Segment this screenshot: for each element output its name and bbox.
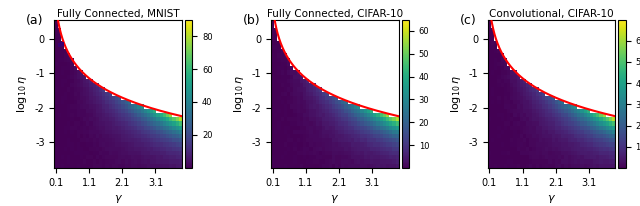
- Point: [55, 44, 65, 47]
- Point: [57, 42, 67, 45]
- Text: (b): (b): [243, 14, 260, 27]
- Title: Fully Connected, CIFAR-10: Fully Connected, CIFAR-10: [267, 9, 403, 19]
- X-axis label: $\gamma$: $\gamma$: [114, 193, 123, 205]
- Text: (c): (c): [460, 14, 477, 27]
- X-axis label: $\gamma$: $\gamma$: [330, 193, 339, 205]
- Title: Fully Connected, MNIST: Fully Connected, MNIST: [57, 9, 179, 19]
- Y-axis label: $\log_{10}\eta$: $\log_{10}\eta$: [15, 75, 29, 113]
- Y-axis label: $\log_{10}\eta$: $\log_{10}\eta$: [449, 75, 463, 113]
- Title: Convolutional, CIFAR-10: Convolutional, CIFAR-10: [490, 9, 614, 19]
- X-axis label: $\gamma$: $\gamma$: [547, 193, 556, 205]
- Y-axis label: $\log_{10}\eta$: $\log_{10}\eta$: [232, 75, 246, 113]
- Text: (a): (a): [26, 14, 44, 27]
